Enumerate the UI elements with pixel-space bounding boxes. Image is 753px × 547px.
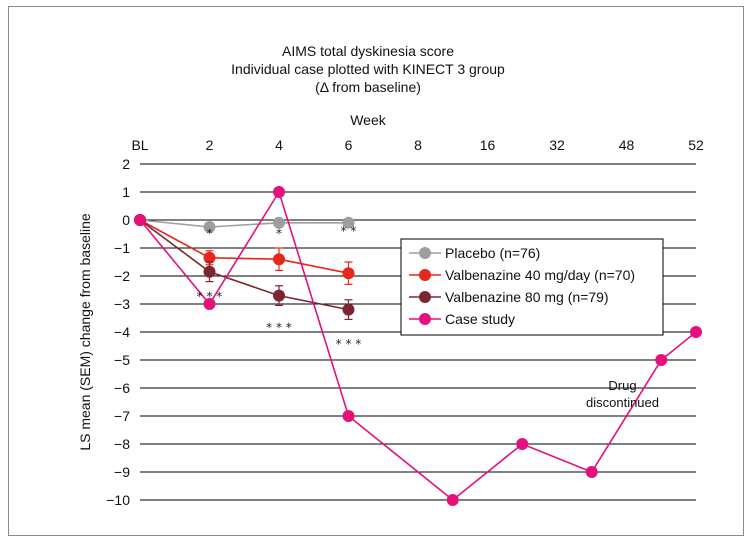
y-tick-label: −4 [114, 324, 130, 340]
significance-marker: * * * [336, 337, 362, 351]
data-point [690, 326, 702, 338]
x-tick-label: 48 [619, 137, 635, 153]
y-tick-label: 0 [122, 212, 130, 228]
annotations: Drug discontinued [586, 378, 659, 410]
y-tick-label: 1 [122, 184, 130, 200]
y-tick-label: −7 [114, 408, 130, 424]
legend-item: Placebo (n=76) [409, 245, 540, 261]
y-tick-label: −5 [114, 352, 130, 368]
data-point [203, 221, 216, 233]
y-axis-label: LS mean (SEM) change from baseline [77, 213, 93, 451]
x-tick-label: BL [131, 137, 148, 153]
x-tick-labels: BL 2 4 6 8 16 32 48 52 [131, 137, 704, 153]
data-point [273, 253, 285, 266]
data-point [134, 214, 146, 226]
y-tick-label: −1 [114, 240, 130, 256]
title-line: AIMS total dyskinesia score [282, 43, 454, 59]
data-point [273, 186, 285, 198]
legend-item: Valbenazine 40 mg/day (n=70) [409, 267, 635, 283]
legend-label: Valbenazine 80 mg (n=79) [445, 289, 609, 305]
legend-swatch-marker [419, 269, 431, 281]
x-axis-label: Week [350, 112, 387, 128]
y-tick-labels: 2 1 0 −1 −2 −3 −4 −5 −6 −7 −8 −9 −10 [106, 156, 130, 508]
chart-frame: AIMS total dyskinesia score Individual ca… [8, 6, 744, 536]
data-point [203, 298, 216, 310]
y-tick-label: 2 [122, 156, 130, 172]
title-line: Individual case plotted with KINECT 3 gr… [231, 61, 505, 77]
x-tick-label: 32 [549, 137, 565, 153]
series-line [139, 219, 349, 228]
title-line: (Δ from baseline) [315, 79, 421, 95]
data-point [273, 216, 285, 229]
data-point [203, 251, 216, 264]
legend-label: Case study [445, 311, 515, 327]
data-point [655, 354, 668, 366]
series-line [139, 219, 349, 274]
x-tick-label: 6 [345, 137, 353, 153]
legend: Placebo (n=76) Valbenazine 40 mg/day (n=7… [400, 238, 664, 336]
x-tick-label: 8 [414, 137, 422, 153]
data-point [342, 410, 355, 422]
legend-label: Placebo (n=76) [445, 245, 540, 261]
data-point [446, 494, 459, 506]
data-point [203, 265, 216, 278]
line-chart: AIMS total dyskinesia score Individual ca… [8, 6, 744, 536]
data-point [516, 438, 529, 450]
y-tick-label: −3 [114, 296, 130, 312]
series-group [134, 186, 702, 506]
significance-marker: * * [341, 224, 357, 238]
x-tick-label: 2 [206, 137, 214, 153]
legend-box [400, 238, 664, 336]
significance-marker: * [276, 227, 282, 241]
legend-item: Case study [409, 311, 515, 327]
data-point [342, 216, 355, 229]
y-tick-label: −10 [106, 492, 130, 508]
annotation: discontinued [586, 395, 659, 410]
y-tick-label: −2 [114, 268, 130, 284]
y-tick-label: −9 [114, 464, 130, 480]
chart-title: AIMS total dyskinesia score Individual ca… [231, 43, 505, 95]
significance-marker: * [207, 227, 213, 241]
y-tick-label: −8 [114, 436, 130, 452]
legend-swatch-marker [419, 291, 431, 303]
legend-swatch-marker [419, 247, 431, 259]
data-point [342, 267, 355, 280]
data-point [585, 466, 598, 478]
legend-item: Valbenazine 80 mg (n=79) [409, 289, 609, 305]
y-tick-label: −6 [114, 380, 130, 396]
significance-markers: * * * * * * * * * * * * * [197, 224, 362, 351]
data-point [273, 289, 285, 302]
significance-marker: * * * [266, 320, 292, 334]
x-tick-label: 16 [480, 137, 496, 153]
x-tick-label: 4 [275, 137, 283, 153]
data-point [342, 303, 355, 316]
series-3 [134, 186, 702, 506]
significance-marker: * * * [197, 290, 223, 304]
x-tick-label: 52 [688, 137, 704, 153]
legend-swatch-marker [419, 313, 431, 325]
legend-label: Valbenazine 40 mg/day (n=70) [445, 267, 635, 283]
annotation: Drug [608, 378, 636, 393]
